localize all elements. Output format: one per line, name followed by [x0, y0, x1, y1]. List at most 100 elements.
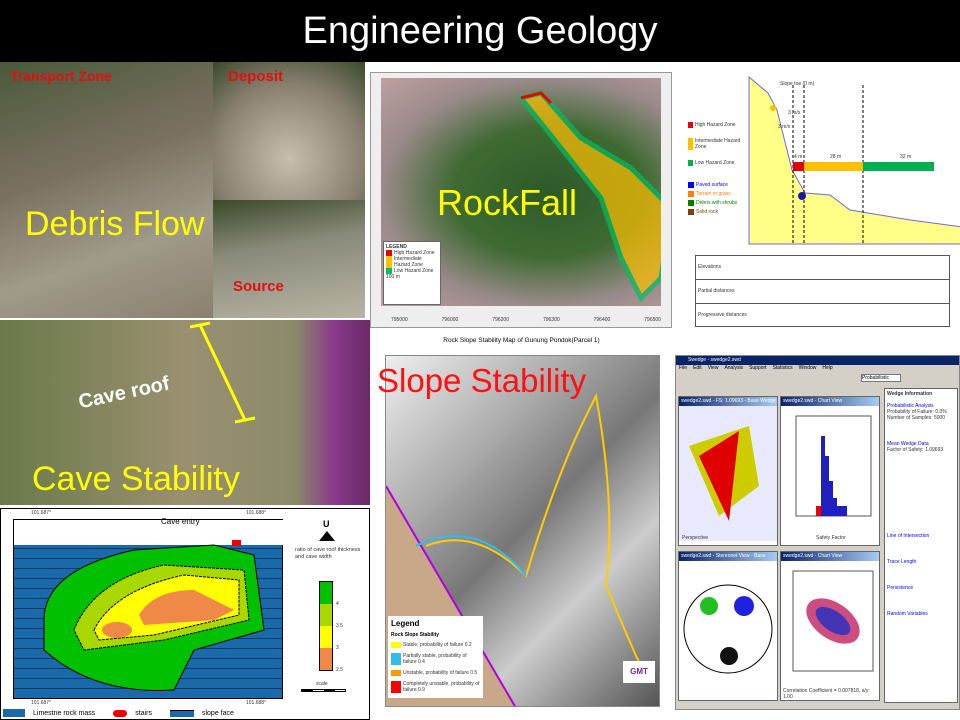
- stairs-swatch: [113, 709, 128, 717]
- ratio-tick: 2.5: [336, 667, 343, 673]
- debris-flow-photo: Transport Zone: [0, 62, 213, 318]
- menu-edit[interactable]: Edit: [693, 365, 702, 371]
- rockfall-profile: Slope toe (0 m) 3 m/s 3 m/s 4 m 28 m 32 …: [680, 70, 960, 330]
- pane-title: swedge2.swd - FS: 1.09693 - Base Wedge: [679, 397, 777, 406]
- legend-high: High Hazard Zone: [386, 250, 438, 256]
- slope-stability-caption: Slope Stability: [377, 362, 587, 399]
- legend-low: Low Hazard Zone: [386, 268, 438, 274]
- coord-label: 101.687°: [31, 700, 52, 706]
- x-tick: 796200: [492, 317, 509, 323]
- legend-zone: High Hazard Zone: [688, 122, 748, 128]
- transport-zone-label: Transport Zone: [10, 68, 112, 84]
- cave-photo: Cave roof Cave Stability: [0, 320, 370, 505]
- info-line: Factor of Safety: 1.09693: [887, 447, 944, 453]
- x-tick: 796500: [644, 317, 661, 323]
- pane-title: swedge2.swd - Stereonet View - Base Wedg…: [679, 552, 777, 568]
- row-progressive: Progressive distances: [698, 312, 747, 318]
- menu-analysis[interactable]: Analysis: [724, 365, 744, 371]
- legend-zone: Low Hazard Zone: [688, 160, 748, 166]
- slope-legend-subtitle: Rock Slope Stability: [391, 632, 440, 638]
- profile-chart: [748, 75, 960, 245]
- debris-flow-caption: Debris Flow: [25, 205, 205, 243]
- stereonet-pane: swedge2.swd - Stereonet View - Base Wedg…: [678, 551, 778, 701]
- scale-bar: [301, 689, 346, 692]
- slope-stability-map: Rock Slope Stability Map of Gunung Pondo…: [378, 335, 665, 720]
- menu-view[interactable]: View: [707, 365, 719, 371]
- coord-label: 101.688°: [246, 700, 267, 706]
- legend-surface: Debris with shrubs: [688, 200, 748, 206]
- wedge-3d-pane: swedge2.swd - FS: 1.09693 - Base Wedge P…: [678, 396, 778, 546]
- source-photo: Source: [213, 200, 365, 318]
- menu-support[interactable]: Support: [749, 365, 767, 371]
- velocity-label: 3 m/s: [778, 124, 791, 130]
- legend-surface: Paved surface: [688, 182, 748, 188]
- legend-limestone: Limestne rock mass: [33, 709, 96, 717]
- north-arrow-icon: [319, 531, 335, 541]
- x-tick: 796300: [542, 317, 560, 323]
- legend-completely-unstable: Completely unstable, probability of fail…: [391, 681, 480, 693]
- pane-title: swedge2.swd - Chart View: [781, 397, 879, 406]
- slope-legend-title: Legend: [391, 619, 420, 628]
- pane-title: swedge2.swd - Chart View: [781, 552, 879, 561]
- slope-map-title: Rock Slope Stability Map of Gunung Pondo…: [443, 337, 600, 344]
- correlation-label: Correlation Coefficient = 0.007818, a/y:…: [783, 688, 870, 700]
- legend-slope-face: slope face: [201, 709, 234, 717]
- window-title: Swedge - swedge2.swd: [676, 356, 959, 365]
- legend-surface: Solid rock: [688, 209, 748, 215]
- legend-unstable: Unstable, probability of failure 0.5: [391, 670, 480, 676]
- menu-statistics[interactable]: Statistics: [772, 365, 793, 371]
- perspective-label: Perspective: [682, 535, 709, 541]
- cave-map: 101.687° 101.688° 101.687° 101.688° Cave…: [0, 508, 370, 720]
- zone-length: 4 m: [794, 154, 803, 160]
- profile-table: Elevations Partial distances Progressive…: [695, 255, 950, 327]
- x-tick: 796000: [441, 317, 459, 323]
- swedge-window: Swedge - swedge2.swd File Edit View Analysi…: [675, 355, 960, 710]
- slope-face-swatch: [169, 709, 194, 717]
- scale-label: scale: [316, 681, 328, 687]
- x-axis-label: Safety Factor: [816, 535, 846, 541]
- velocity-label: 3 m/s: [788, 110, 801, 116]
- ratio-tick: 3: [336, 645, 339, 651]
- info-heading: Probabilistic Analysis: [887, 403, 934, 409]
- coord-label: 101.688°: [246, 510, 267, 516]
- deposit-label: Deposit: [228, 68, 284, 85]
- zone-bar-intermediate: [804, 162, 863, 171]
- rockfall-caption: RockFall: [437, 182, 578, 223]
- coord-label: 101.687°: [31, 510, 52, 516]
- info-heading: Line of Intersection: [887, 533, 930, 539]
- gmt-logo: GMT: [623, 661, 655, 683]
- deposit-photo: Deposit: [213, 62, 365, 200]
- hazard-zone-overlay: [516, 90, 661, 303]
- rockfall-legend-title: LEGEND: [386, 244, 407, 250]
- ratio-tick: 4: [336, 601, 339, 607]
- scatter-pane: swedge2.swd - Chart View Correlation Coe…: [780, 551, 880, 701]
- info-heading: Mean Wedge Data: [887, 441, 929, 447]
- menu-window[interactable]: Window: [798, 365, 817, 371]
- x-tick: 796400: [593, 317, 611, 323]
- slope-toe-label: Slope toe (0 m): [780, 81, 815, 87]
- rockfall-map: LEGEND High Hazard Zone Intermediate Haz…: [370, 72, 672, 328]
- menu-file[interactable]: File: [679, 365, 688, 371]
- legend-intermediate: Intermediate Hazard Zone: [386, 256, 438, 268]
- source-label: Source: [233, 278, 284, 295]
- analysis-type-select[interactable]: Probabilistic: [861, 374, 901, 382]
- row-partial: Partial distances: [696, 280, 949, 304]
- wedge-info-panel: Wedge Information Probabilistic Analysis…: [884, 388, 958, 703]
- menu-help[interactable]: Help: [822, 365, 833, 371]
- legend-zone: Intermediate Hazard Zone: [688, 138, 748, 150]
- ratio-colorbar: [319, 581, 333, 671]
- ratio-tick: 3.5: [336, 623, 343, 629]
- limestone-swatch: [3, 709, 25, 717]
- info-heading: Persistence: [887, 585, 914, 591]
- legend-stairs: stairs: [135, 709, 152, 717]
- info-heading: Trace Length: [887, 559, 917, 565]
- legend-partially-stable: Partially stable, probability of failure…: [391, 653, 480, 665]
- scale-label: 100 m: [386, 274, 400, 280]
- info-line: Probability of Failure: 0.0%: [887, 409, 947, 415]
- info-line: Number of Samples: 5000: [887, 415, 946, 421]
- ratio-title: ratio of cave roof thickness and cave wi…: [295, 547, 361, 560]
- zone-bar-high: [793, 162, 804, 171]
- info-heading: Random Variables: [887, 611, 928, 617]
- row-elevations: Elevations: [696, 256, 949, 280]
- x-tick: 795000: [391, 317, 408, 323]
